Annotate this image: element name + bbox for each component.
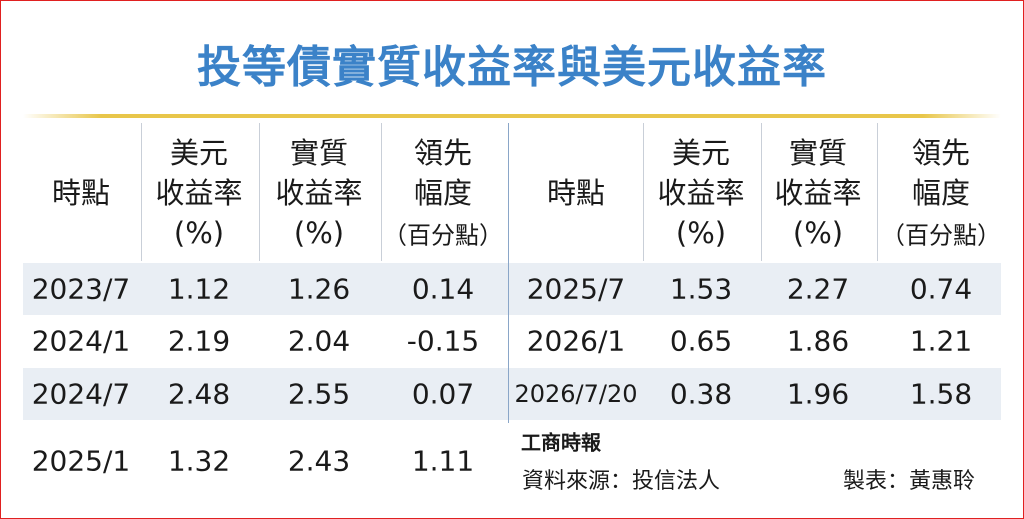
table-cell: 2.48 bbox=[167, 377, 231, 411]
table-cell: 2.55 bbox=[287, 377, 351, 411]
table-cell: 2024/7 bbox=[31, 377, 131, 411]
table-cell: 2023/7 bbox=[31, 272, 131, 306]
header-cell: (%) bbox=[675, 216, 727, 250]
header-cell: 收益率 bbox=[155, 176, 243, 210]
table-cell: 2.43 bbox=[287, 444, 351, 478]
header-cell: 實質 bbox=[289, 136, 349, 170]
header-cell: 收益率 bbox=[657, 176, 745, 210]
title: 投等債實質收益率與美元收益率 bbox=[197, 42, 827, 93]
header-cell: 美元 bbox=[169, 136, 229, 170]
column-divider bbox=[643, 123, 644, 261]
header-cell: 收益率 bbox=[774, 176, 862, 210]
table-cell: 0.38 bbox=[669, 377, 733, 411]
table-cell: 1.11 bbox=[411, 444, 475, 478]
row-band bbox=[23, 368, 1001, 420]
table-cell: 0.74 bbox=[909, 272, 973, 306]
title-rule bbox=[23, 114, 1001, 118]
header-cell: 領先 bbox=[911, 136, 971, 170]
header-cell: 時點 bbox=[51, 176, 111, 210]
column-divider bbox=[141, 123, 142, 261]
header-cell: (%) bbox=[173, 216, 225, 250]
table-cell: 1.53 bbox=[669, 272, 733, 306]
table-cell: 2025/7 bbox=[526, 272, 626, 306]
table-cell: 2026/7/20 bbox=[514, 380, 638, 408]
header-cell: 時點 bbox=[546, 176, 606, 210]
table-cell: 1.96 bbox=[786, 377, 850, 411]
source-note: 資料來源：投信法人 bbox=[521, 469, 721, 494]
column-divider bbox=[381, 123, 382, 261]
header-cell: 領先 bbox=[413, 136, 473, 170]
header-cell: 實質 bbox=[788, 136, 848, 170]
header-cell: （百分點） bbox=[383, 221, 503, 250]
author-note: 製表：黃惠聆 bbox=[842, 469, 976, 494]
table-cell: 1.86 bbox=[786, 324, 850, 358]
table-cell: 1.12 bbox=[167, 272, 231, 306]
header-cell: 幅度 bbox=[413, 176, 473, 210]
header-cell: 收益率 bbox=[275, 176, 363, 210]
logo: 工商時報 bbox=[521, 430, 601, 455]
header-cell: (%) bbox=[792, 216, 844, 250]
table-cell: 2.27 bbox=[786, 272, 850, 306]
table-cell: 2024/1 bbox=[31, 324, 131, 358]
header-cell: 美元 bbox=[671, 136, 731, 170]
table-cell: 0.14 bbox=[411, 272, 475, 306]
table-cell: 1.58 bbox=[909, 377, 973, 411]
table-cell: 2.04 bbox=[287, 324, 351, 358]
table-divider bbox=[508, 123, 509, 423]
table-cell: 1.21 bbox=[909, 324, 973, 358]
column-divider bbox=[761, 123, 762, 261]
row-band bbox=[23, 263, 1001, 315]
header-cell: (%) bbox=[293, 216, 345, 250]
table-cell: 0.07 bbox=[411, 377, 475, 411]
table-cell: 1.26 bbox=[287, 272, 351, 306]
table-cell: 2.19 bbox=[167, 324, 231, 358]
table-cell: 1.32 bbox=[167, 444, 231, 478]
table-cell: -0.15 bbox=[406, 324, 480, 358]
table-cell: 0.65 bbox=[669, 324, 733, 358]
column-divider bbox=[877, 123, 878, 261]
column-divider bbox=[259, 123, 260, 261]
table-cell: 2025/1 bbox=[31, 444, 131, 478]
header-cell: 幅度 bbox=[911, 176, 971, 210]
table-cell: 2026/1 bbox=[526, 324, 626, 358]
header-cell: （百分點） bbox=[881, 221, 1001, 250]
